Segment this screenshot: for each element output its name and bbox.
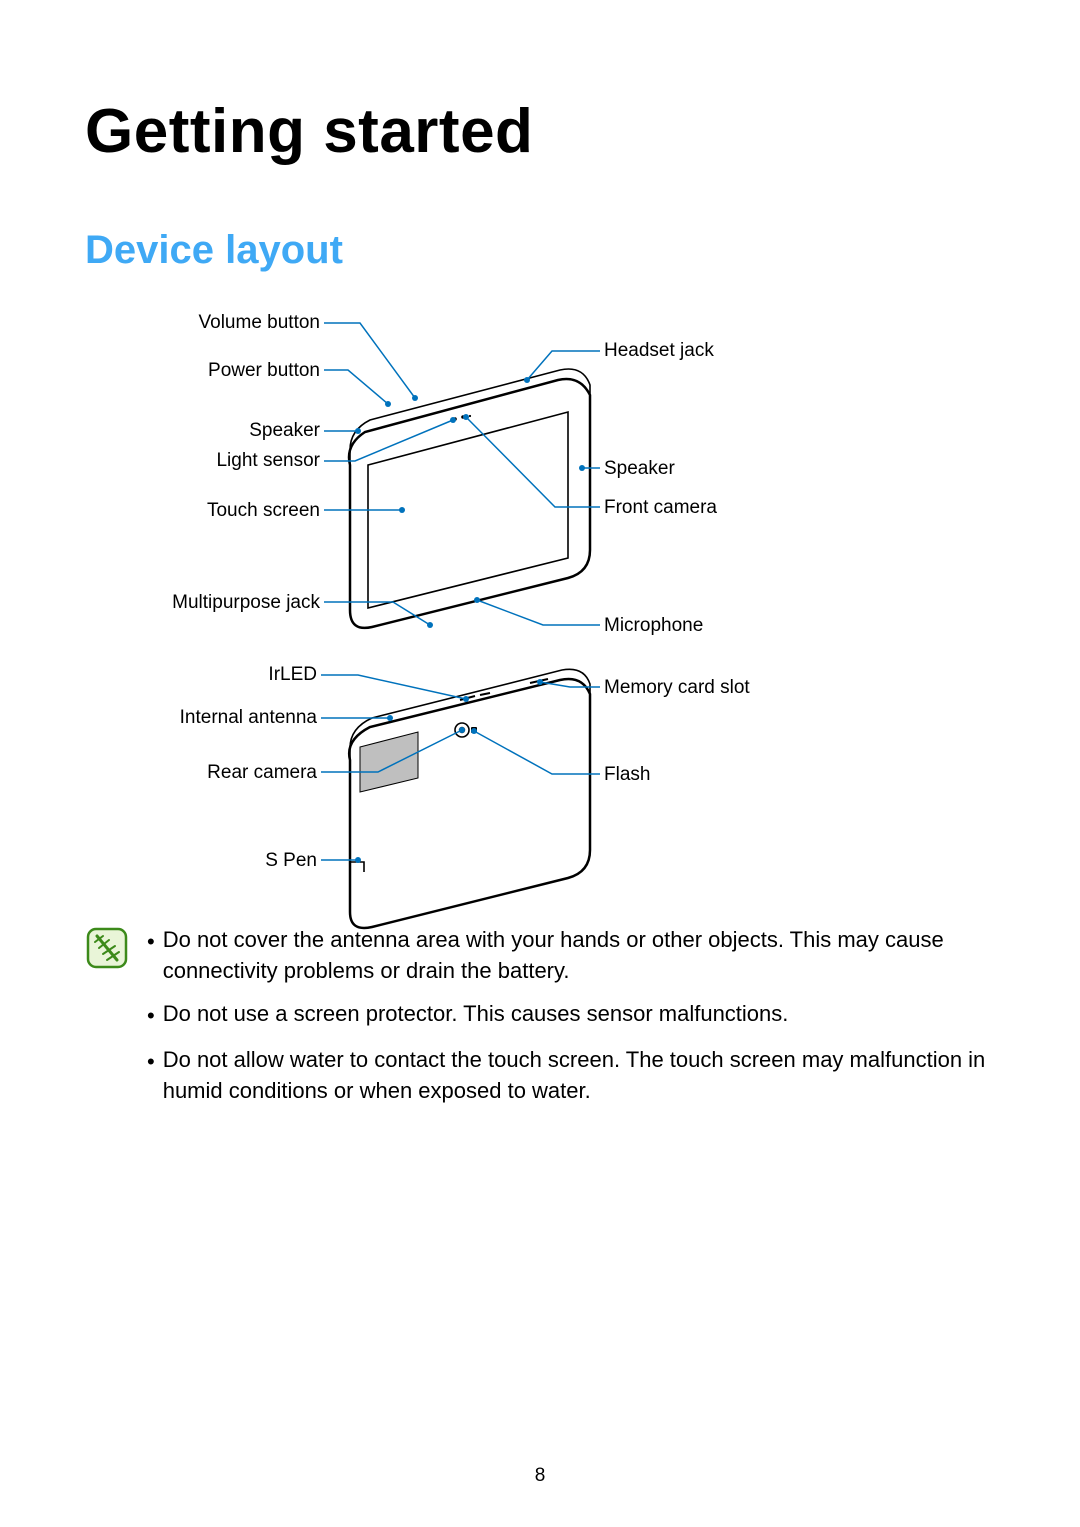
device-layout-diagram: Volume button Power button Speaker Light…: [0, 300, 1080, 940]
section-heading: Device layout: [85, 228, 343, 273]
label-light-sensor: Light sensor: [150, 450, 320, 472]
label-headset-jack: Headset jack: [604, 340, 804, 362]
rear-tablet: [349, 669, 590, 928]
label-irled: IrLED: [147, 664, 317, 686]
note-item: • Do not use a screen protector. This ca…: [147, 998, 995, 1031]
label-speaker-left: Speaker: [150, 420, 320, 442]
label-microphone: Microphone: [604, 615, 804, 637]
label-power-button: Power button: [150, 360, 320, 382]
note-item: • Do not cover the antenna area with you…: [147, 924, 995, 986]
label-speaker-right: Speaker: [604, 458, 804, 480]
label-s-pen: S Pen: [147, 850, 317, 872]
bullet-icon: •: [147, 1044, 155, 1077]
bullet-icon: •: [147, 998, 155, 1031]
note-text: Do not use a screen protector. This caus…: [163, 998, 789, 1029]
note-item: • Do not allow water to contact the touc…: [147, 1044, 995, 1106]
note-icon: [85, 926, 129, 1118]
front-tablet: [349, 369, 590, 628]
label-touch-screen: Touch screen: [150, 500, 320, 522]
note-text: Do not cover the antenna area with your …: [163, 924, 995, 986]
label-volume-button: Volume button: [150, 312, 320, 334]
label-rear-camera: Rear camera: [147, 762, 317, 784]
note-text: Do not allow water to contact the touch …: [163, 1044, 995, 1106]
label-front-camera: Front camera: [604, 497, 804, 519]
notes-list: • Do not cover the antenna area with you…: [147, 924, 995, 1118]
page-title: Getting started: [85, 96, 533, 167]
label-flash: Flash: [604, 764, 804, 786]
label-multipurpose-jack: Multipurpose jack: [150, 592, 320, 614]
notes-block: • Do not cover the antenna area with you…: [85, 924, 995, 1118]
device-diagram-svg: [0, 300, 1080, 940]
label-internal-antenna: Internal antenna: [147, 707, 317, 729]
bullet-icon: •: [147, 924, 155, 957]
page-number: 8: [0, 1465, 1080, 1487]
label-memory-card-slot: Memory card slot: [604, 677, 804, 699]
manual-page: Getting started Device layout Volume but…: [0, 0, 1080, 1527]
